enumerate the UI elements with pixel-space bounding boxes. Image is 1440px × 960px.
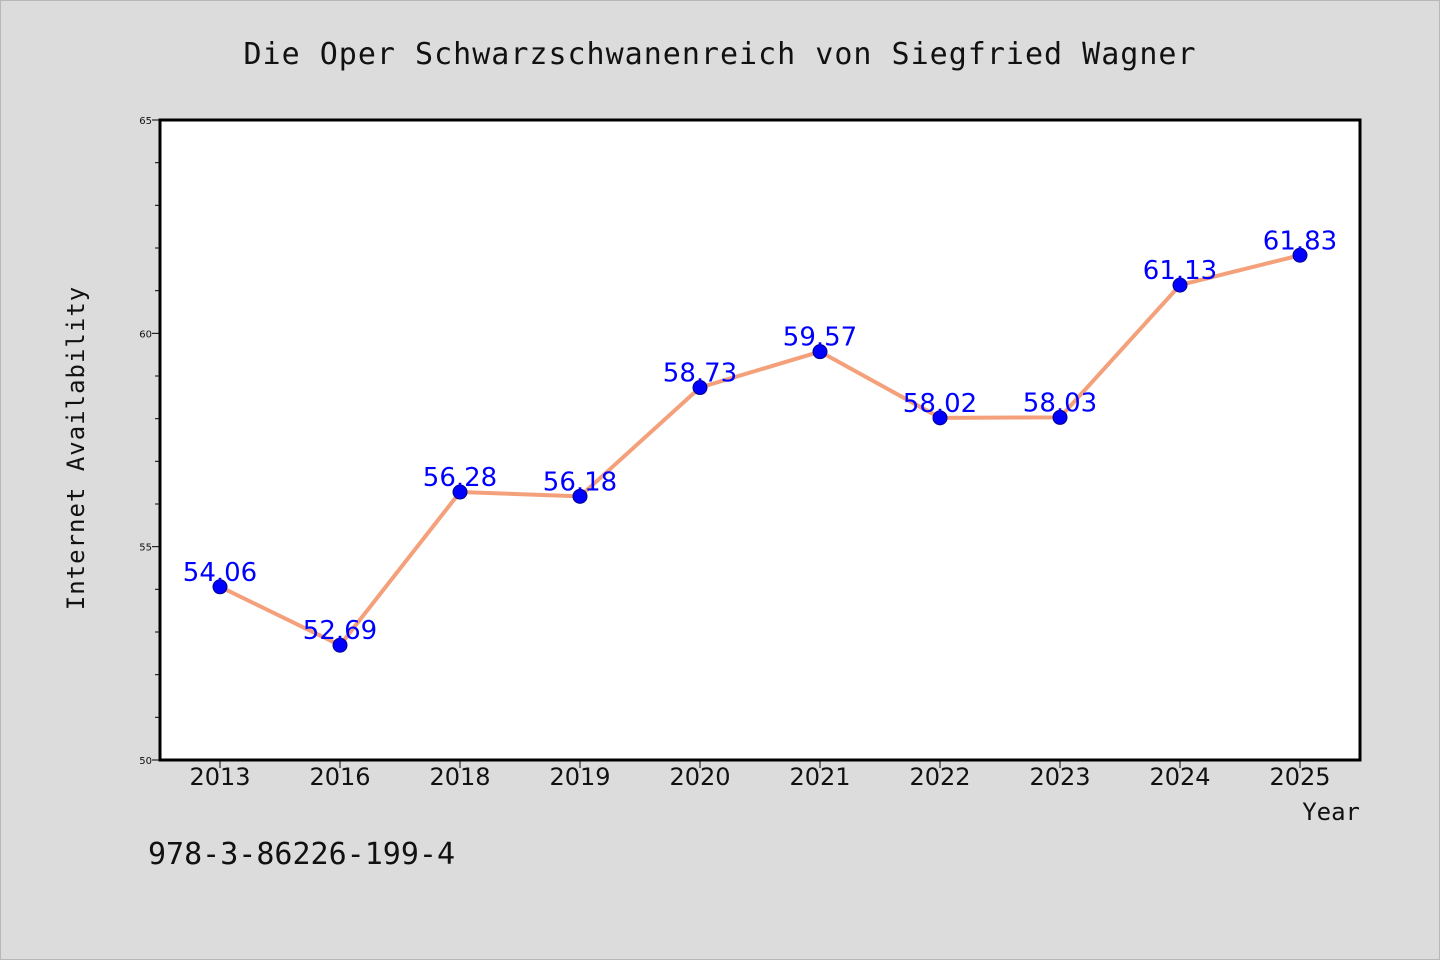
data-label: 61.83 (1263, 226, 1337, 256)
y-tick-label: 55 (139, 543, 152, 554)
data-point (692, 380, 708, 396)
data-label: 56.18 (543, 467, 617, 497)
x-axis-label: Year (1302, 798, 1360, 826)
data-label: 61.13 (1143, 256, 1217, 286)
y-axis-label: Internet Availability (62, 286, 90, 610)
x-axis: 2013 2016 2018 2019 2020 2021 2022 2023 2024 2025 (189, 760, 1331, 791)
data-label: 58.73 (663, 359, 737, 389)
series-line (218, 253, 1302, 648)
data-point (212, 579, 228, 595)
isbn-footnote: 978-3-86226-199-4 (148, 837, 455, 872)
x-tick-label: 2021 (789, 763, 850, 791)
data-label: 52.69 (303, 616, 377, 646)
data-point (1292, 247, 1308, 263)
data-label: 54.06 (183, 558, 257, 588)
data-point (452, 484, 468, 500)
plot-area (158, 118, 1362, 762)
x-tick-label: 2013 (189, 763, 250, 791)
x-tick-label: 2024 (1149, 763, 1210, 791)
data-point (812, 344, 828, 360)
chart-title: Die Oper Schwarzschwanenreich von Siegfr… (243, 37, 1196, 72)
data-label: 56.28 (423, 463, 497, 493)
data-point (1172, 277, 1188, 293)
y-tick-label: 65 (139, 116, 152, 127)
series-group: 54.06 52.69 56.28 56.18 58.73 59.57 58.02 58.03… (183, 226, 1337, 653)
data-point (1052, 409, 1068, 425)
x-tick-label: 2023 (1029, 763, 1090, 791)
data-point (572, 488, 588, 504)
y-axis: 50 55 60 65 (139, 116, 160, 767)
data-point (332, 637, 348, 653)
x-tick-label: 2020 (669, 763, 730, 791)
x-tick-label: 2022 (909, 763, 970, 791)
x-tick-label: 2018 (429, 763, 490, 791)
data-point (932, 410, 948, 426)
data-label: 59.57 (783, 323, 857, 353)
y-tick-label: 50 (139, 756, 152, 767)
x-tick-label: 2025 (1269, 763, 1330, 791)
x-tick-label: 2016 (309, 763, 370, 791)
data-label: 58.03 (1023, 388, 1097, 418)
x-tick-label: 2019 (549, 763, 610, 791)
y-tick-label: 60 (139, 329, 152, 340)
data-label: 58.02 (903, 389, 977, 419)
